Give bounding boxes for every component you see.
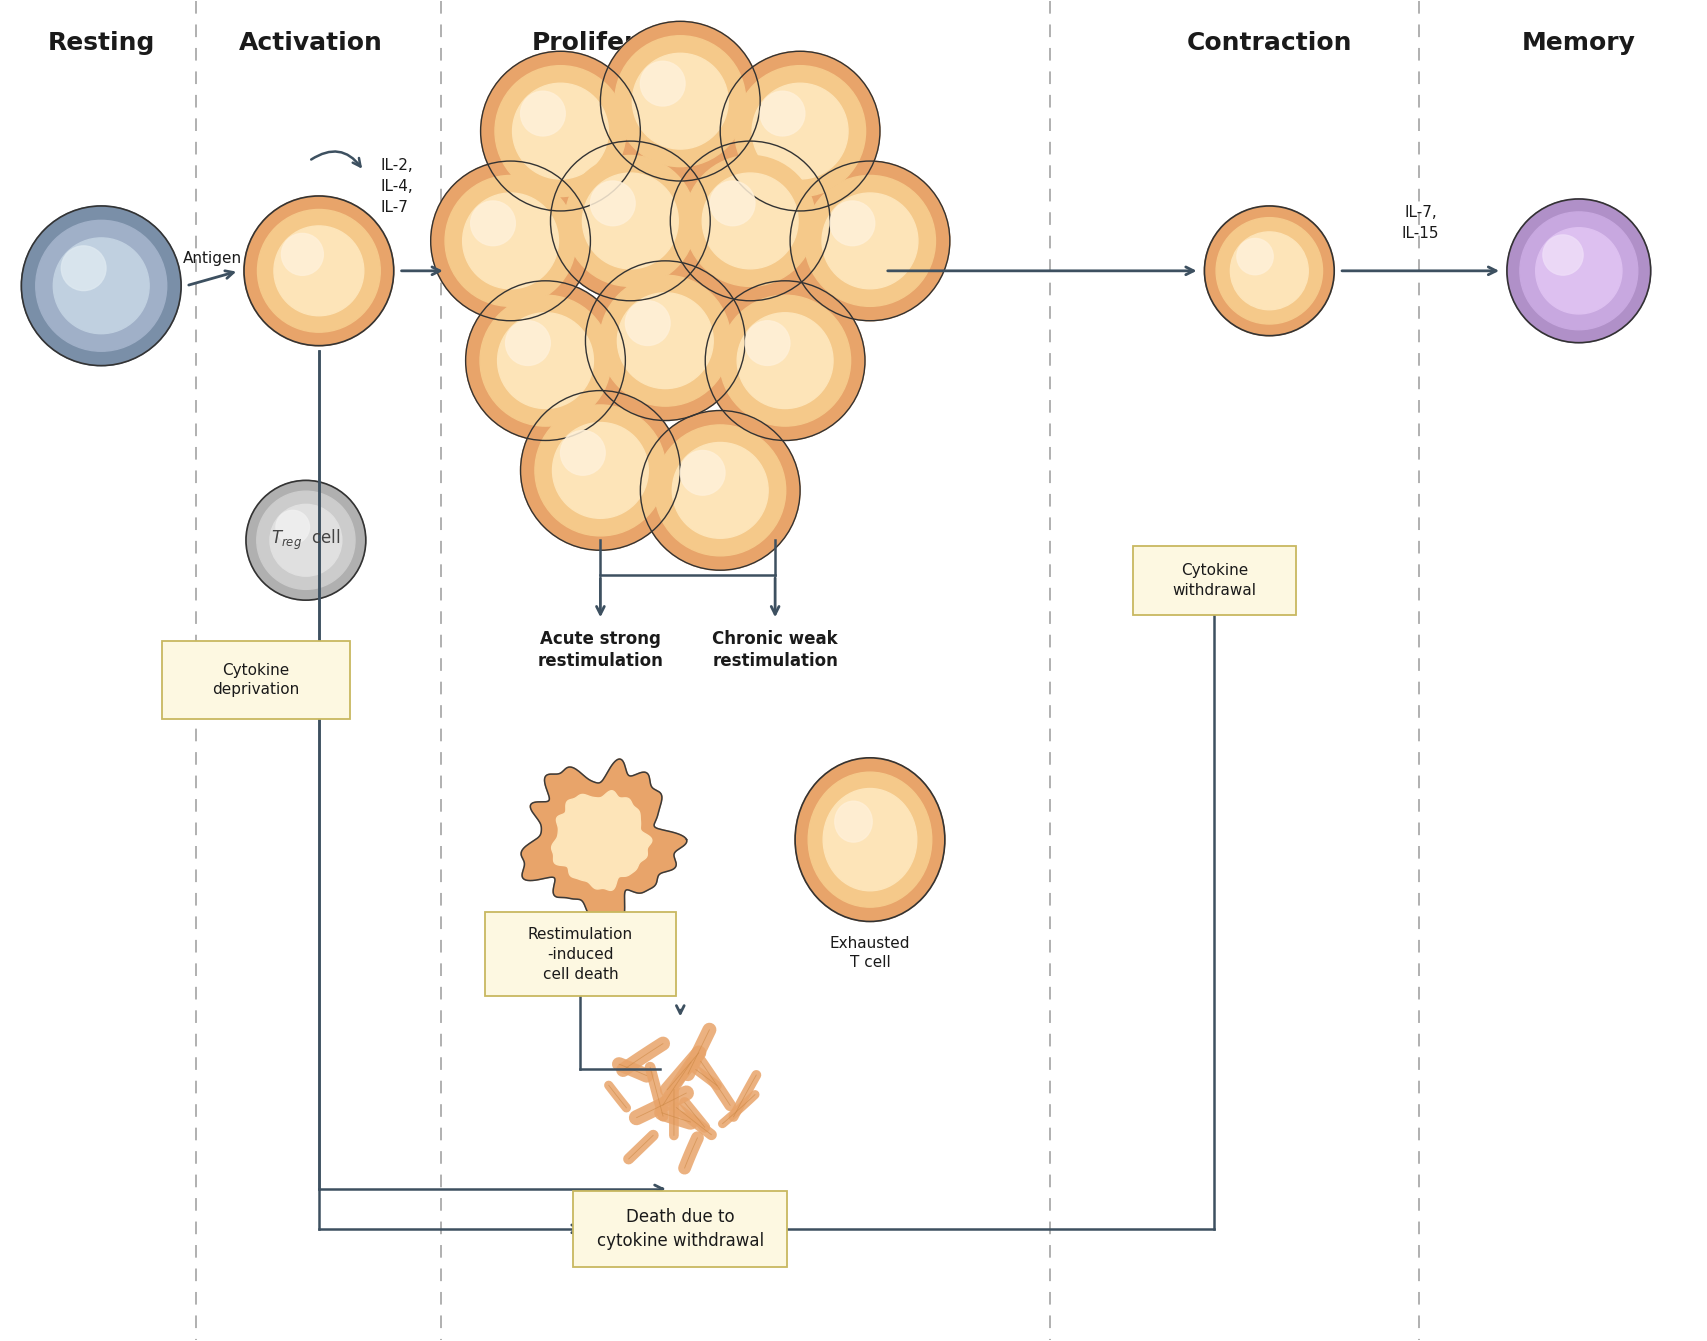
Circle shape [505,320,550,366]
Text: Exhausted
T cell: Exhausted T cell [830,936,910,970]
Text: $T_{reg}$  cell: $T_{reg}$ cell [271,528,340,552]
Circle shape [615,36,746,166]
Circle shape [804,176,935,306]
Circle shape [256,491,355,589]
Circle shape [246,480,365,601]
Circle shape [495,66,625,197]
FancyBboxPatch shape [1132,546,1296,614]
FancyBboxPatch shape [574,1191,787,1267]
Circle shape [679,451,724,495]
Circle shape [1215,217,1321,325]
Text: Contraction: Contraction [1186,31,1352,55]
Circle shape [521,91,565,135]
Circle shape [534,405,666,536]
Circle shape [654,425,785,555]
Circle shape [446,176,575,306]
Circle shape [270,504,341,577]
Circle shape [36,220,167,351]
Circle shape [1519,212,1637,330]
Circle shape [430,161,591,320]
Circle shape [744,320,789,366]
Text: IL-2,
IL-4,
IL-7: IL-2, IL-4, IL-7 [381,157,413,215]
Circle shape [244,196,394,346]
Circle shape [669,141,830,300]
Circle shape [521,390,679,550]
Circle shape [61,245,106,291]
Circle shape [720,51,879,211]
Text: IL-7,
IL-15: IL-7, IL-15 [1401,205,1439,241]
Circle shape [1535,228,1622,314]
FancyBboxPatch shape [485,912,676,996]
Text: Cytokine
withdrawal: Cytokine withdrawal [1171,563,1256,598]
Text: Chronic weak
restimulation: Chronic weak restimulation [712,630,838,670]
Ellipse shape [835,801,872,842]
Circle shape [466,280,625,440]
Circle shape [282,233,323,275]
Text: Proliferation: Proliferation [531,31,708,55]
Circle shape [710,181,754,225]
Circle shape [497,312,592,409]
Circle shape [1236,239,1272,275]
Circle shape [1229,232,1308,310]
Text: Acute strong
restimulation: Acute strong restimulation [538,630,662,670]
Circle shape [751,83,847,178]
Circle shape [685,156,816,287]
Circle shape [22,207,181,366]
Circle shape [551,422,649,519]
FancyBboxPatch shape [162,641,350,719]
Circle shape [586,261,744,421]
Circle shape [734,66,865,197]
Text: Cytokine
deprivation: Cytokine deprivation [212,662,299,697]
Circle shape [599,275,731,406]
Circle shape [480,51,640,211]
Circle shape [625,300,669,346]
Text: Resting: Resting [48,31,155,55]
Circle shape [463,193,558,288]
Ellipse shape [807,772,932,907]
Circle shape [258,209,381,333]
Ellipse shape [823,789,917,890]
Circle shape [471,201,516,245]
Circle shape [760,91,804,135]
Circle shape [560,430,604,475]
Circle shape [53,237,149,334]
Text: Activation: Activation [239,31,382,55]
Circle shape [1506,198,1649,343]
Text: Memory: Memory [1521,31,1635,55]
Circle shape [582,173,678,268]
Circle shape [640,62,685,106]
Circle shape [821,193,917,288]
Text: Restimulation
-induced
cell death: Restimulation -induced cell death [527,927,633,982]
Circle shape [705,280,864,440]
Circle shape [632,54,727,149]
Polygon shape [551,791,652,890]
Circle shape [565,156,695,287]
Circle shape [790,161,949,320]
Circle shape [1541,235,1582,275]
Polygon shape [521,759,686,925]
Circle shape [830,201,874,245]
Circle shape [480,295,611,426]
Circle shape [702,173,797,268]
Circle shape [601,21,760,181]
Circle shape [616,292,714,389]
Circle shape [277,511,309,544]
Circle shape [719,295,850,426]
Circle shape [512,83,608,178]
Circle shape [1203,207,1333,335]
Circle shape [273,225,364,315]
Circle shape [737,312,833,409]
Ellipse shape [795,758,944,921]
Circle shape [591,181,635,225]
Text: Antigen: Antigen [183,251,242,266]
Circle shape [640,410,799,570]
Circle shape [673,443,768,538]
Circle shape [550,141,710,300]
Text: Death due to
cytokine withdrawal: Death due to cytokine withdrawal [596,1208,763,1250]
